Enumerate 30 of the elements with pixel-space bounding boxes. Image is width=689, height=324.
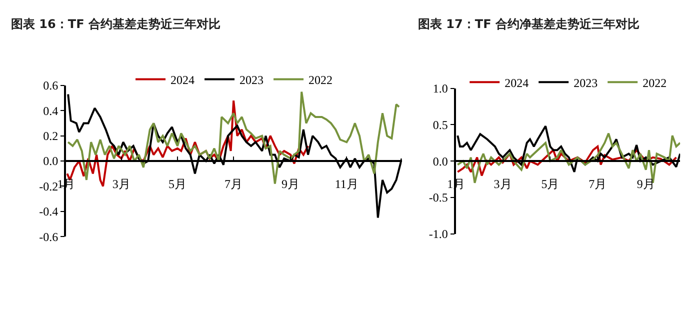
x-tick-label: 9月 [282,177,300,192]
y-tick-label: 1.0 [432,82,448,96]
y-tick-label: 0.4 [43,104,58,118]
x-tick-label: 9月 [636,177,655,192]
legend-label: 2024 [170,72,195,87]
x-tick-label: 5月 [168,177,186,192]
y-tick-label: 0.6 [43,78,58,93]
line-series [456,145,678,177]
x-tick-label: 3月 [112,177,130,192]
legend-label: 2022 [642,76,667,90]
x-tick-label: 7月 [224,177,243,192]
legend-label: 2023 [240,72,264,87]
y-tick-label: 0.0 [43,154,58,168]
chart-title: 图表 17：TF 合约净基差走势近三年对比 [418,17,640,31]
y-tick-label: 0.2 [43,129,58,144]
x-tick-label: 5月 [541,177,560,192]
y-tick-label: 0.0 [432,154,448,168]
legend-label: 2024 [504,76,529,90]
y-tick-label: -0.6 [39,230,58,244]
x-tick-label: 7月 [588,177,607,192]
y-tick-label: -0.4 [39,204,58,219]
x-tick-label: 3月 [494,177,512,192]
y-tick-label: -0.2 [39,179,58,194]
y-tick-label: -1.0 [428,226,448,241]
legend-label: 2022 [308,72,333,87]
y-tick-label: 0.5 [432,118,448,132]
y-tick-label: -0.5 [428,190,448,205]
legend-label: 2023 [574,76,598,90]
x-tick-label: 11月 [334,177,358,192]
chart-title: 图表 16：TF 合约基差走势近三年对比 [11,17,220,31]
